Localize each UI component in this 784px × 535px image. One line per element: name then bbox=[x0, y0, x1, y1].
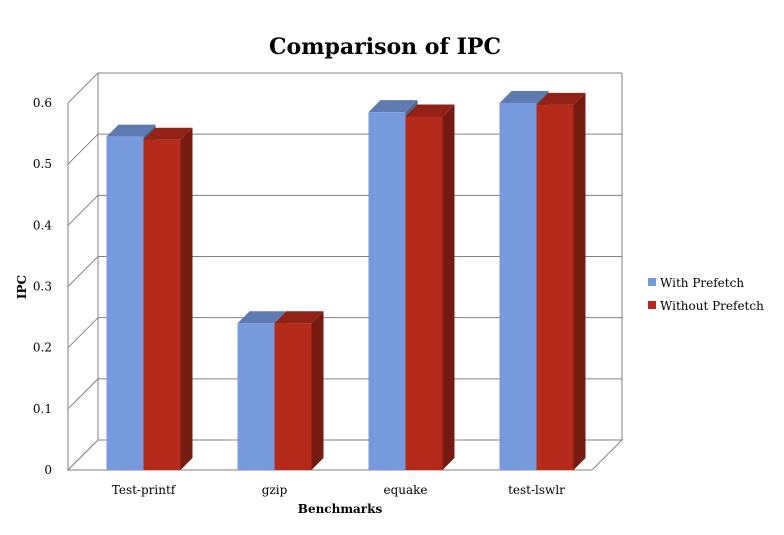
bar bbox=[499, 103, 537, 470]
legend-label: Without Prefetch bbox=[660, 299, 764, 313]
gridline-side bbox=[67, 133, 99, 165]
gridline-side bbox=[67, 317, 99, 349]
y-axis-title: IPC bbox=[15, 275, 29, 299]
bars-group bbox=[106, 91, 586, 471]
legend-swatch bbox=[648, 301, 656, 309]
bar-top bbox=[405, 104, 455, 117]
y-tick-label: 0.5 bbox=[33, 157, 52, 171]
bar-side bbox=[311, 311, 324, 470]
bar bbox=[368, 112, 406, 471]
x-tick-label: test-lswlr bbox=[508, 483, 565, 497]
gridline-side bbox=[67, 194, 99, 226]
gridline-side bbox=[67, 256, 99, 287]
y-tick-label: 0.4 bbox=[33, 218, 52, 232]
bar bbox=[106, 136, 144, 470]
y-axis: 0 0.1 0.2 0.3 0.4 0.5 0.6 bbox=[33, 96, 52, 477]
gridline-side bbox=[67, 72, 99, 104]
bar-top bbox=[143, 127, 193, 140]
bar bbox=[274, 323, 312, 470]
y-tick-label: 0.1 bbox=[33, 402, 52, 416]
x-tick-label: Test-printf bbox=[112, 483, 177, 497]
gridline-side bbox=[67, 378, 99, 410]
bar-top bbox=[368, 100, 418, 113]
bar-top bbox=[274, 311, 324, 324]
bar-top bbox=[106, 124, 156, 137]
bar-top bbox=[536, 92, 586, 105]
bar bbox=[237, 323, 275, 470]
x-tick-label: gzip bbox=[262, 483, 288, 497]
y-tick-label: 0.6 bbox=[33, 96, 52, 110]
x-axis: Test-printf gzip equake test-lswlr bbox=[112, 483, 565, 497]
legend-label: With Prefetch bbox=[660, 276, 744, 290]
y-tick-label: 0.3 bbox=[33, 280, 52, 294]
y-tick-label: 0.2 bbox=[33, 341, 52, 355]
y-tick-label: 0 bbox=[44, 463, 52, 477]
bar-top bbox=[499, 91, 549, 103]
bar bbox=[143, 139, 181, 470]
bar-top bbox=[237, 311, 287, 324]
bar-side bbox=[442, 104, 455, 470]
legend-swatch bbox=[648, 278, 656, 286]
x-tick-label: equake bbox=[383, 483, 427, 497]
bar bbox=[405, 116, 443, 470]
x-axis-title: Benchmarks bbox=[298, 502, 383, 516]
bar-side bbox=[573, 92, 586, 471]
legend: With Prefetch Without Prefetch bbox=[648, 276, 764, 313]
bar-side bbox=[180, 127, 193, 470]
chart-title: Comparison of IPC bbox=[269, 34, 501, 60]
bar bbox=[536, 104, 574, 471]
